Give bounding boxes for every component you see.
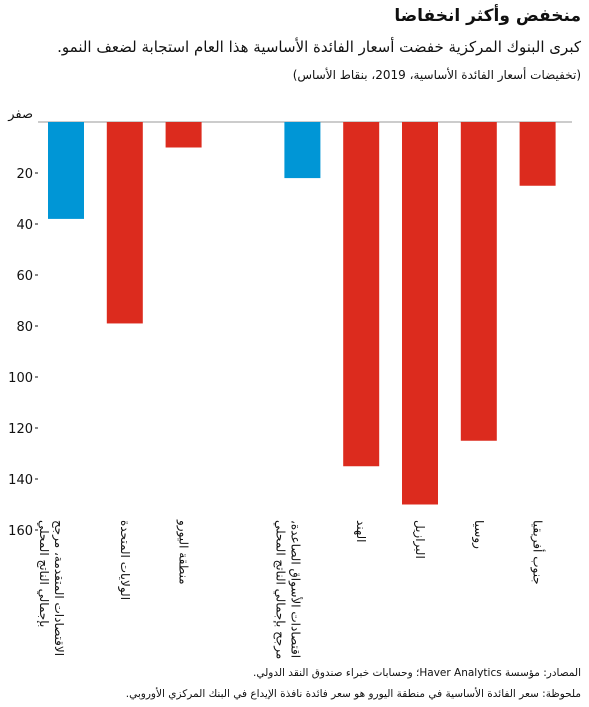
category-label: البرازيل bbox=[412, 520, 427, 559]
y-tick-label: 160 bbox=[8, 524, 33, 539]
y-tick-label: 20 bbox=[16, 167, 33, 182]
chart-units: (تخفيضات أسعار الفائدة الأساسية، 2019، ب… bbox=[292, 68, 581, 82]
y-tick-label: 120 bbox=[8, 422, 33, 437]
chart-title: منخفض وأكثر انخفاضا bbox=[394, 6, 581, 26]
category-label: الولايات المتحدة bbox=[117, 520, 132, 600]
bar bbox=[519, 122, 556, 186]
y-tick-label: 140 bbox=[8, 473, 33, 488]
y-tick-label: 40 bbox=[16, 218, 33, 233]
category-label: منطقة اليورو bbox=[176, 519, 191, 585]
y-tick-label: صفر bbox=[7, 107, 33, 122]
y-tick-label: 100 bbox=[8, 371, 33, 386]
category-label: روسيا bbox=[471, 520, 486, 549]
sources-note: المصادر: مؤسسة Haver Analytics؛ وحسابات … bbox=[252, 667, 581, 679]
y-tick-label: 80 bbox=[16, 320, 33, 335]
y-tick-label: 60 bbox=[16, 269, 33, 284]
bar bbox=[343, 122, 380, 467]
category-label: الهند bbox=[354, 520, 368, 542]
bar bbox=[165, 122, 202, 148]
category-label: جنوب أفريقيا bbox=[530, 520, 546, 585]
bar bbox=[106, 122, 143, 324]
category-label: اقتصادات الأسواق الصاعدة،مرجح بإجمالي ال… bbox=[272, 520, 303, 659]
bar bbox=[48, 122, 84, 219]
bar-chart: صفر 20 40 60 80 100 120 140 160 الاقتصادات المتقد… bbox=[7, 107, 572, 659]
bar bbox=[460, 122, 497, 441]
chart-subtitle: كبرى البنوك المركزية خفضت أسعار الفائدة … bbox=[57, 38, 581, 56]
category-label: الاقتصادات المتقدمة، مرجحبإجمالي الناتج … bbox=[37, 520, 66, 656]
bar bbox=[284, 122, 321, 179]
bar bbox=[402, 122, 438, 505]
footnote: ملحوظة: سعر الفائدة الأساسية في منطقة ال… bbox=[125, 688, 581, 700]
